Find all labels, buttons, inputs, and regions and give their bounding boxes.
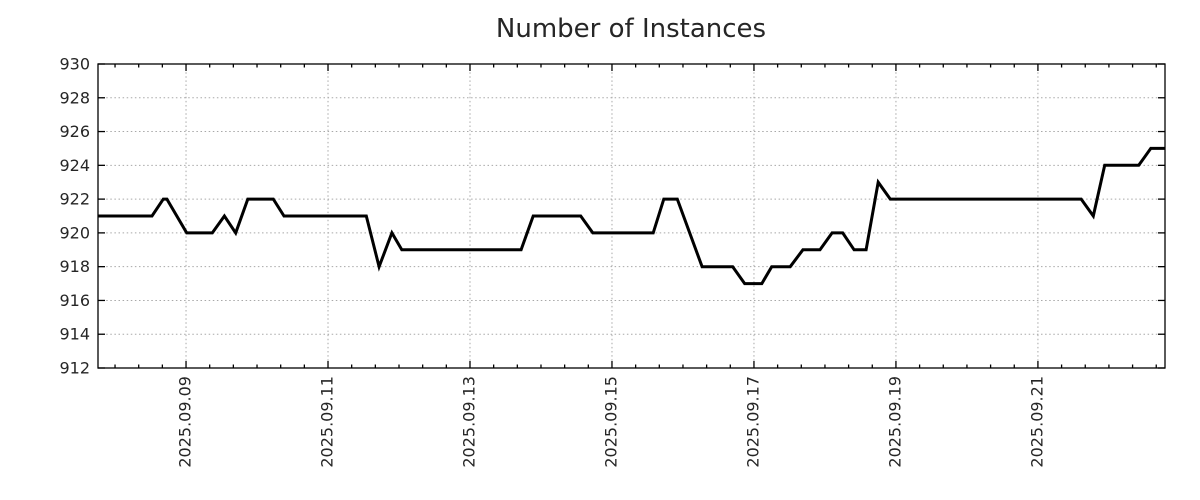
y-tick-label: 916	[59, 291, 90, 310]
x-tick-label: 2025.09.17	[743, 376, 762, 468]
x-tick-label: 2025.09.15	[601, 376, 620, 468]
x-tick-label: 2025.09.21	[1027, 376, 1046, 468]
x-tick-label: 2025.09.13	[459, 376, 478, 468]
y-tick-label: 926	[59, 122, 90, 141]
y-tick-label: 930	[59, 55, 90, 74]
chart-title: Number of Instances	[495, 14, 767, 44]
tick-labels: 930 928 926 924 922 920 918 916 914 912 2025.09.09…	[59, 55, 1046, 468]
gridlines	[98, 64, 1165, 368]
x-tick-label: 2025.09.09	[176, 376, 195, 468]
y-tick-label: 914	[59, 325, 90, 344]
axis-ticks	[98, 63, 1165, 369]
y-tick-label: 918	[59, 257, 90, 276]
plot-border	[97, 63, 1166, 369]
x-tick-label: 2025.09.11	[318, 376, 337, 468]
y-tick-label: 912	[59, 359, 90, 378]
y-tick-label: 922	[59, 190, 90, 209]
series-line	[98, 146, 1165, 286]
y-tick-label: 928	[59, 88, 90, 107]
x-tick-label: 2025.09.19	[885, 376, 904, 468]
y-tick-label: 920	[59, 223, 90, 242]
y-tick-label: 924	[59, 156, 90, 175]
